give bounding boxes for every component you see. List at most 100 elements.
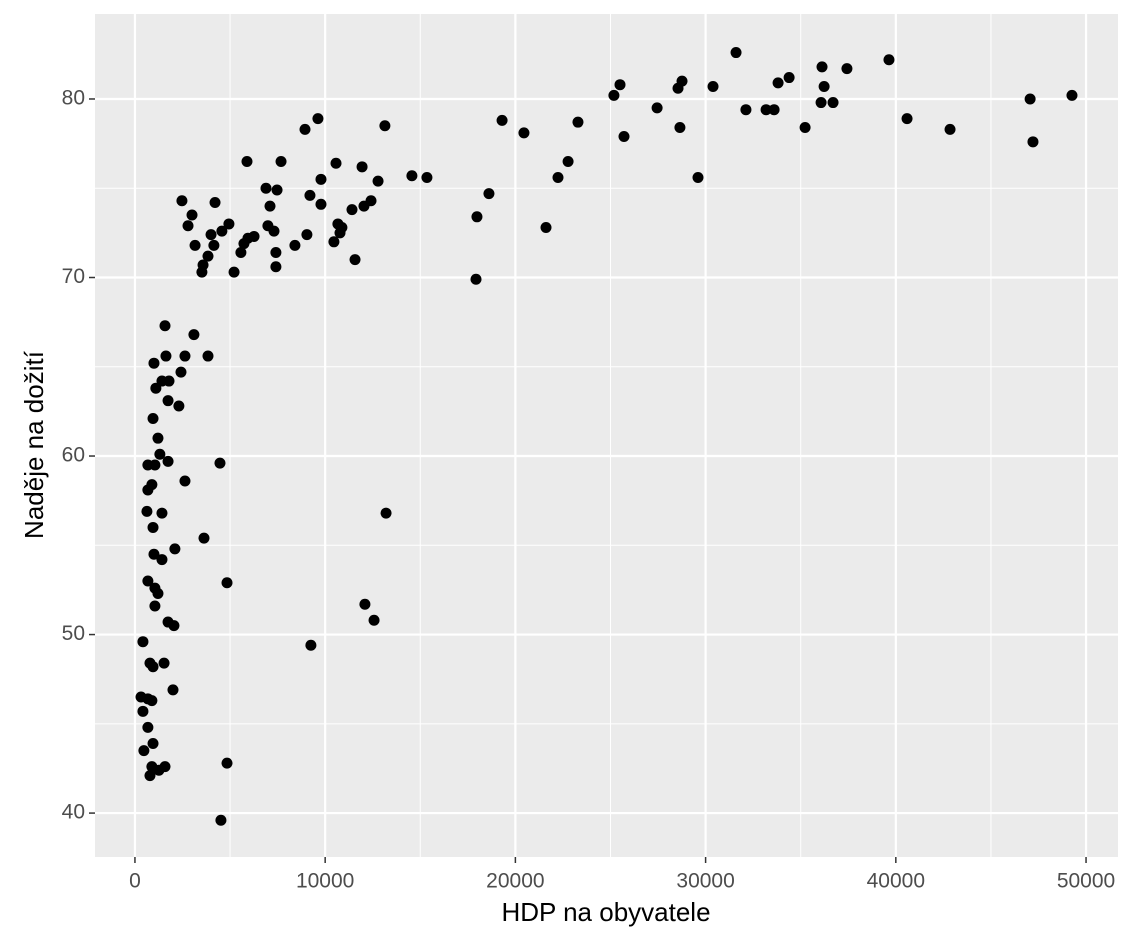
point (421, 172, 433, 184)
point (359, 598, 371, 610)
point (189, 239, 201, 251)
point (202, 250, 214, 262)
point (358, 200, 370, 212)
point (163, 375, 175, 387)
point (260, 182, 272, 194)
point (356, 161, 368, 173)
point (740, 104, 752, 116)
point (205, 229, 217, 241)
point (883, 54, 895, 66)
point (169, 543, 181, 555)
point (138, 745, 150, 757)
point (651, 102, 663, 114)
point (944, 123, 956, 135)
y-tick-label: 60 (62, 444, 85, 467)
point (379, 120, 391, 132)
point (149, 459, 161, 471)
point (148, 548, 160, 560)
point (901, 113, 913, 125)
y-tick-label: 40 (62, 801, 85, 824)
point (299, 123, 311, 135)
x-tick-label: 0 (129, 870, 141, 893)
point (147, 521, 159, 533)
point (816, 61, 828, 73)
point (1027, 136, 1039, 148)
point (470, 273, 482, 285)
point (730, 47, 742, 59)
point (614, 79, 626, 91)
point (572, 116, 584, 128)
x-tick-label: 40000 (867, 870, 925, 893)
point (483, 188, 495, 200)
point (496, 114, 508, 126)
point (188, 329, 200, 341)
point (147, 661, 159, 673)
point (238, 238, 250, 250)
point (137, 636, 149, 648)
point (142, 484, 154, 496)
point (608, 89, 620, 101)
point (552, 172, 564, 184)
point (618, 130, 630, 142)
point (175, 366, 187, 378)
point (146, 695, 158, 707)
point (315, 173, 327, 185)
point (270, 247, 282, 259)
plot-panel (95, 14, 1118, 857)
point (471, 211, 483, 223)
point (147, 413, 159, 425)
point (208, 239, 220, 251)
point (289, 239, 301, 251)
point (147, 737, 159, 749)
point (264, 200, 276, 212)
point (562, 155, 574, 167)
point (198, 532, 210, 544)
point (271, 184, 283, 196)
x-tick-label: 30000 (676, 870, 734, 893)
point (158, 657, 170, 669)
point (215, 814, 227, 826)
y-tick-label: 80 (62, 87, 85, 110)
point (241, 155, 253, 167)
point (216, 225, 228, 237)
point (268, 225, 280, 237)
point (304, 189, 316, 201)
x-tick-label: 50000 (1057, 870, 1115, 893)
point (141, 505, 153, 517)
point (186, 209, 198, 221)
point (196, 266, 208, 278)
point (1066, 89, 1078, 101)
point (799, 122, 811, 134)
point (406, 170, 418, 182)
point (223, 218, 235, 230)
point (518, 127, 530, 139)
point (1024, 93, 1036, 105)
point (818, 80, 830, 92)
point (144, 770, 156, 782)
point (380, 507, 392, 519)
point (768, 104, 780, 116)
point (142, 721, 154, 733)
x-tick-label: 20000 (486, 870, 544, 893)
point (707, 80, 719, 92)
point (142, 575, 154, 587)
point (162, 455, 174, 467)
point (159, 320, 171, 332)
point (275, 155, 287, 167)
point (772, 77, 784, 89)
point (179, 350, 191, 362)
point (152, 587, 164, 599)
point (152, 432, 164, 444)
point (209, 197, 221, 209)
point (182, 220, 194, 232)
point (156, 507, 168, 519)
x-tick-label: 10000 (296, 870, 354, 893)
point (156, 554, 168, 566)
point (827, 97, 839, 109)
point (349, 254, 361, 266)
point (372, 175, 384, 187)
point (167, 684, 179, 696)
point (149, 600, 161, 612)
point (368, 614, 380, 626)
